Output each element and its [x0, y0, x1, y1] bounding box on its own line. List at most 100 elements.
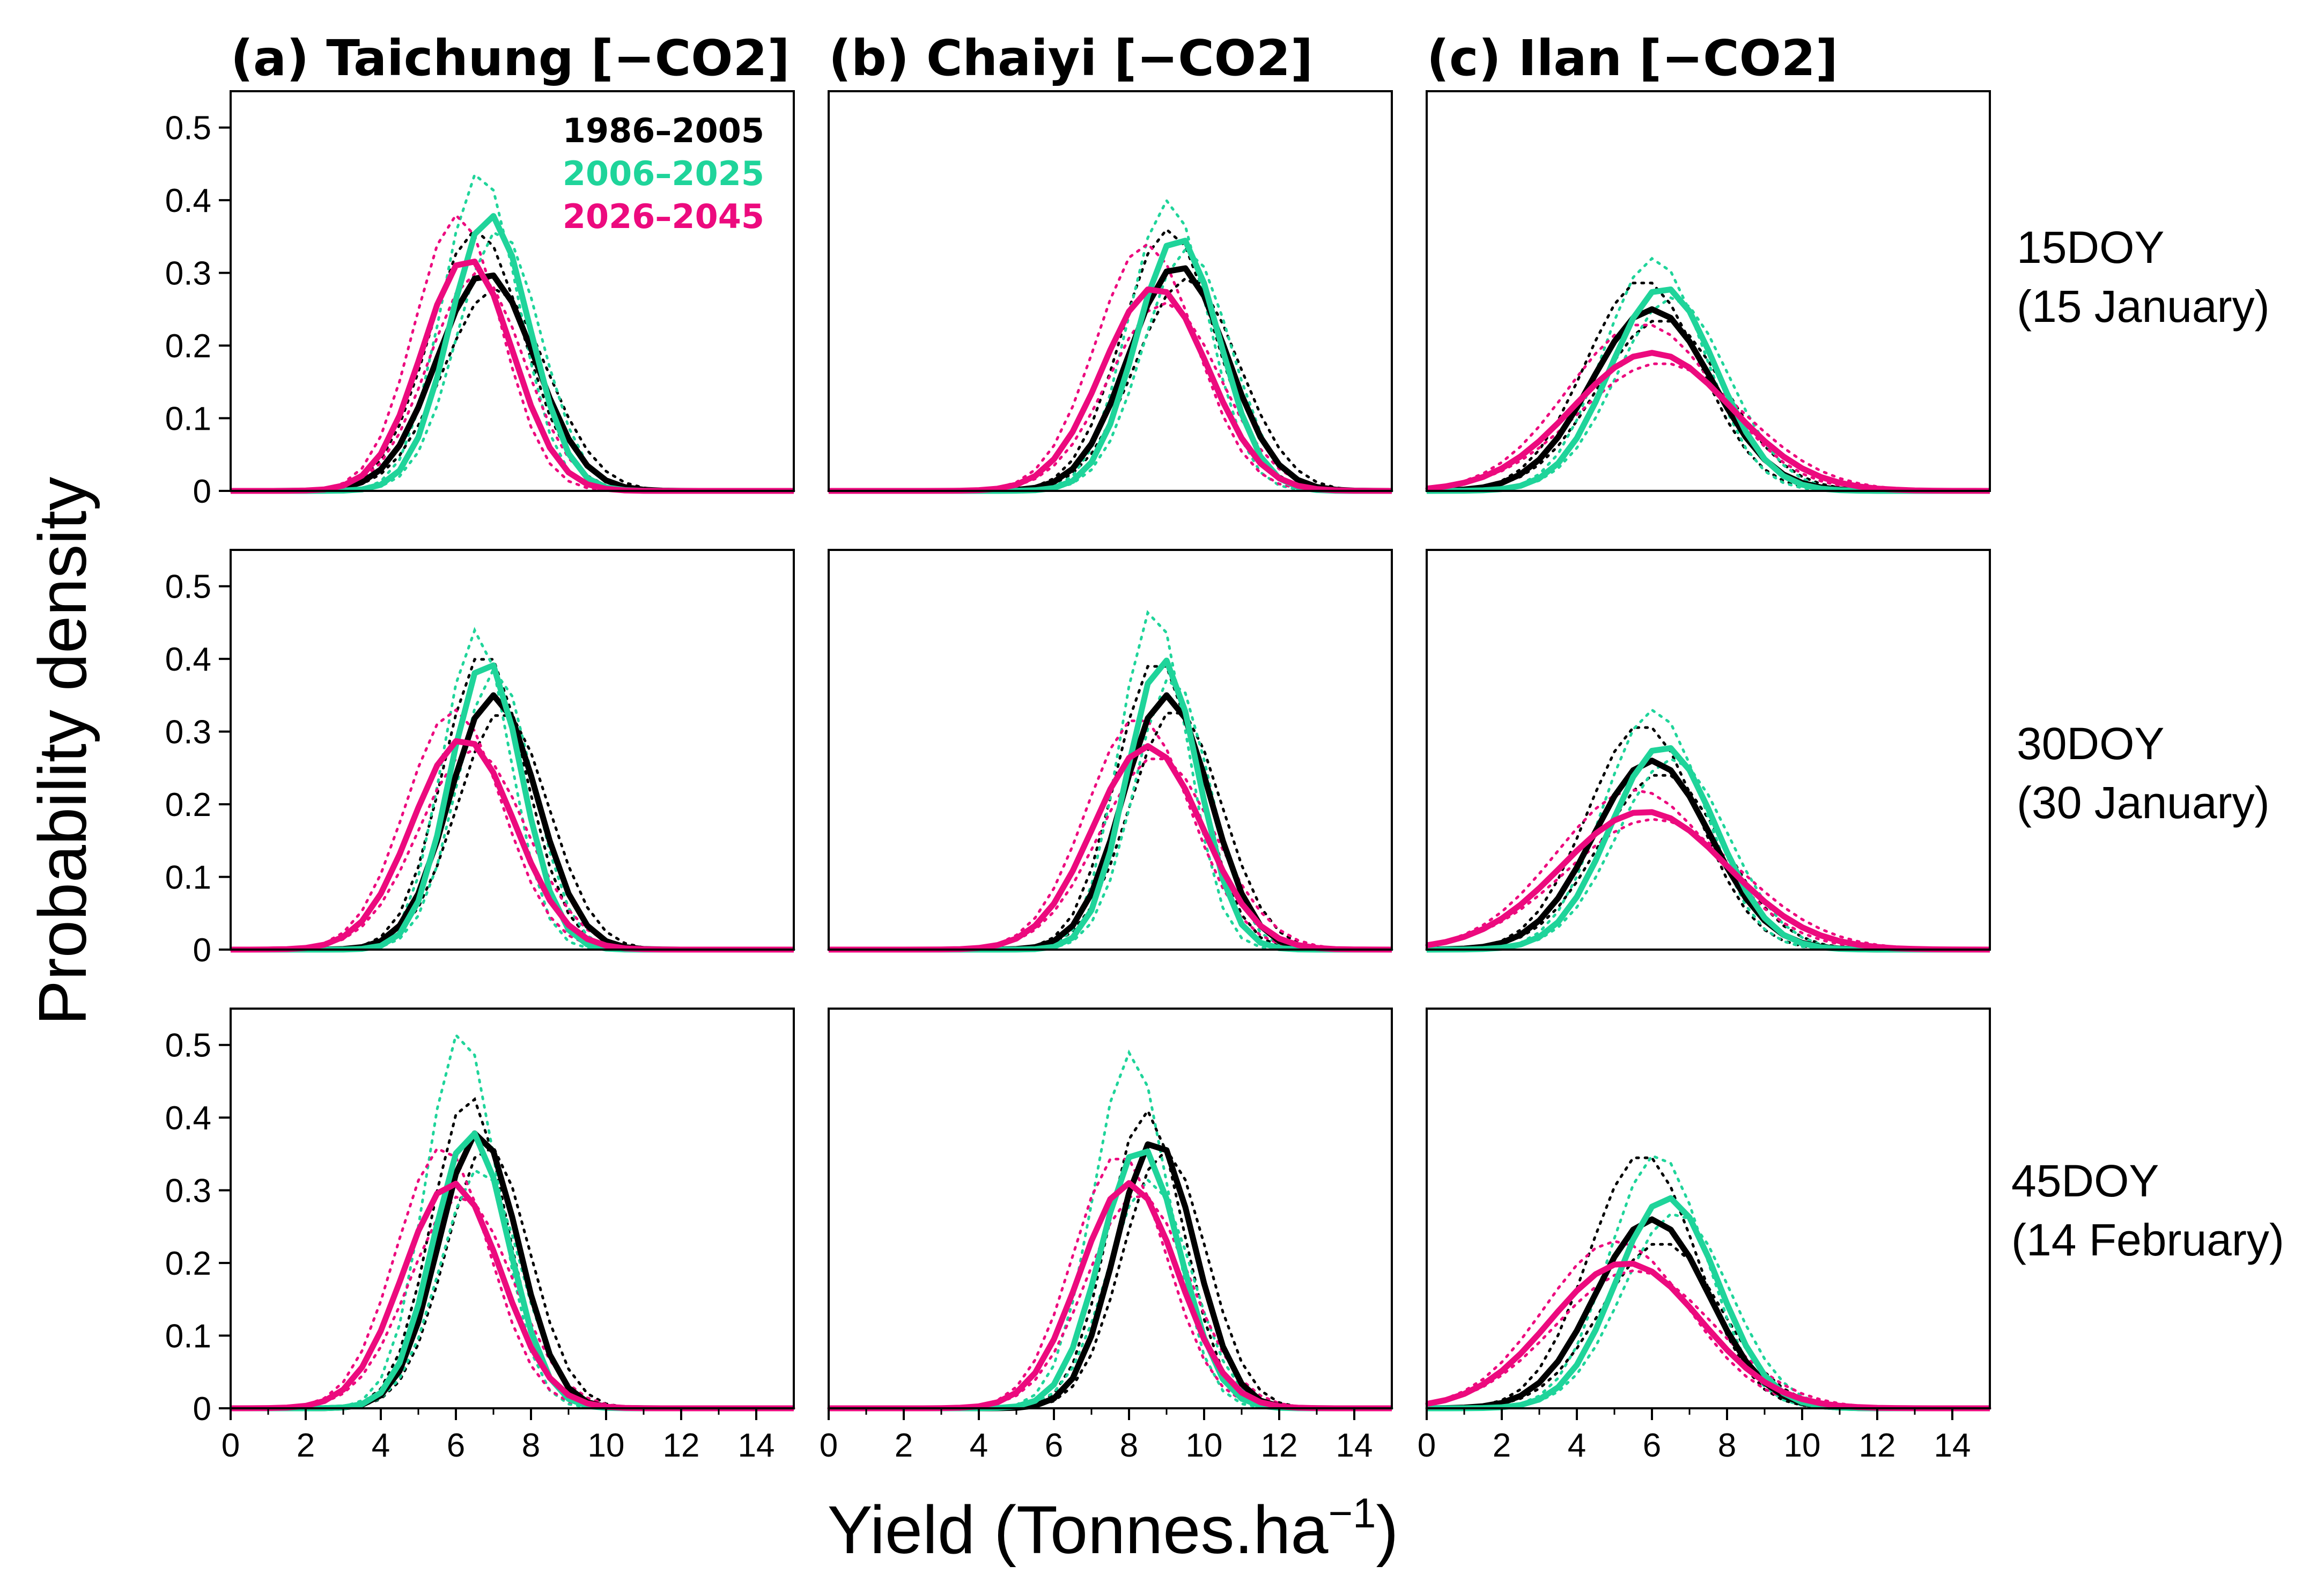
x-tick-label: 4: [970, 1427, 988, 1464]
column-title-taichung: (a) Taichung [−CO2]: [231, 30, 790, 87]
y-tick-label: 0: [193, 473, 211, 510]
row-label-30doy-date: (30 January): [2017, 777, 2270, 828]
x-tick-label: 10: [588, 1427, 625, 1464]
legend-entry-2026-2045: 2026–2045: [563, 197, 764, 236]
panel-frame: [828, 1008, 1393, 1409]
series-line-2026-2045: [1426, 809, 1990, 953]
band-line-2006-2025-upper: [827, 609, 1393, 951]
band-line-1986-2005-upper: [827, 665, 1393, 951]
x-axis-label: Yield (Tonnes.ha−1): [828, 1489, 1399, 1568]
series-line-1986-2005: [829, 692, 1392, 953]
x-tick-label: 8: [522, 1427, 540, 1464]
series-line-1986-2005: [1426, 1216, 1990, 1412]
band-line-2006-2025-lower: [1425, 1212, 1991, 1410]
band-line-1986-2005-upper: [827, 227, 1393, 493]
x-axis-label-superscript: −1: [1329, 1489, 1376, 1537]
series-line-1986-2005: [231, 1130, 794, 1412]
panel-r1-c0: 0 0.1 0.2 0.3 0.4 0.5: [165, 549, 795, 969]
series-line-2026-2045: [1426, 350, 1990, 494]
series-line-2006-2025: [829, 657, 1392, 953]
y-tick-label: 0.3: [165, 714, 211, 751]
x-tick-label: 6: [447, 1427, 465, 1464]
panel-frame: [230, 549, 795, 951]
x-tick-label: 14: [738, 1427, 775, 1464]
series-line-2006-2025: [231, 1130, 794, 1412]
panel-r2-c2: 0 2 4 6 8 10 12 14: [1418, 1008, 1991, 1464]
x-tick-label: 0: [820, 1427, 838, 1464]
panel-frame: [828, 90, 1393, 492]
x-tick-label: 6: [1643, 1427, 1661, 1464]
series-line-2006-2025: [231, 662, 794, 953]
band-line-1986-2005-lower: [229, 286, 795, 493]
panel-r0-c2: [1425, 90, 1991, 494]
x-tick-label: 4: [372, 1427, 390, 1464]
band-line-1986-2005-lower: [1425, 774, 1991, 951]
x-tick-label: 14: [1934, 1427, 1971, 1464]
x-tick-label: 0: [1418, 1427, 1436, 1464]
panel-frame: [230, 1008, 795, 1409]
panel-frame: [230, 90, 795, 492]
series-line-2026-2045: [231, 738, 794, 953]
series-line-1986-2005: [1426, 758, 1990, 953]
y-tick-label: 0: [193, 932, 211, 969]
y-tick-label: 0.4: [165, 182, 211, 219]
band-line-2006-2025-upper: [1425, 1154, 1991, 1410]
y-tick-label: 0.2: [165, 1245, 211, 1282]
y-tick-label: 0.1: [165, 1318, 211, 1355]
y-tick-label: 0.2: [165, 328, 211, 365]
x-tick-label: 10: [1784, 1427, 1821, 1464]
panel-frame: [1426, 90, 1991, 492]
x-axis-label-close: ): [1376, 1492, 1398, 1568]
y-tick-label: 0.2: [165, 786, 211, 824]
y-tick-label: 0.4: [165, 1100, 211, 1137]
band-line-1986-2005-upper: [1425, 726, 1991, 951]
x-tick-label: 8: [1120, 1427, 1138, 1464]
band-line-1986-2005-upper: [229, 227, 795, 493]
y-tick-label: 0.1: [165, 401, 211, 438]
series-line-2026-2045: [829, 286, 1392, 494]
y-tick-label: 0.5: [165, 1027, 211, 1064]
x-tick-label: 12: [1859, 1427, 1896, 1464]
panels-layer: 00.10.20.30.40.500.10.20.30.40.500.10.20…: [165, 90, 1991, 1464]
column-title-chaiyi: (b) Chaiyi [−CO2]: [829, 30, 1313, 87]
band-line-2006-2025-upper: [827, 1049, 1393, 1410]
band-line-1986-2005-upper: [229, 658, 795, 951]
x-tick-label: 2: [1493, 1427, 1511, 1464]
panel-r2-c0: 0 0.1 0.2 0.3 0.4 0.5 0 2 4 6 8 10 12 14: [165, 1008, 795, 1464]
band-line-2006-2025-lower: [827, 678, 1393, 951]
y-tick-label: 0.4: [165, 641, 211, 678]
column-title-ilan: (c) Ilan [−CO2]: [1427, 30, 1838, 87]
x-tick-label: 0: [222, 1427, 240, 1464]
band-line-2026-2045-lower: [229, 747, 795, 951]
band-line-2026-2045-upper: [229, 708, 795, 951]
band-line-2026-2045-lower: [827, 1195, 1393, 1410]
band-line-1986-2005-upper: [1425, 1156, 1991, 1410]
band-line-2006-2025-lower: [229, 1168, 795, 1410]
series-line-2006-2025: [829, 238, 1392, 494]
x-tick-label: 8: [1718, 1427, 1736, 1464]
legend-entry-1986-2005: 1986–2005: [563, 111, 764, 150]
y-tick-label: 0.3: [165, 1173, 211, 1210]
panel-r1-c2: [1425, 549, 1991, 953]
series-line-1986-2005: [231, 272, 794, 494]
panel-frame: [828, 549, 1393, 951]
x-tick-label: 2: [895, 1427, 913, 1464]
x-tick-label: 4: [1568, 1427, 1586, 1464]
x-axis-label-main: Yield (Tonnes.ha: [828, 1492, 1329, 1568]
panel-frame: [1426, 549, 1991, 951]
x-tick-label: 6: [1045, 1427, 1063, 1464]
band-line-2006-2025-upper: [229, 627, 795, 951]
series-line-2006-2025: [1427, 1195, 1990, 1412]
band-line-2026-2045-lower: [1425, 818, 1991, 951]
x-tick-label: 14: [1336, 1427, 1373, 1464]
x-tick-label: 2: [297, 1427, 315, 1464]
panel-r0-c1: [827, 90, 1393, 494]
y-axis-label: Probability density: [25, 477, 100, 1026]
panel-r2-c1: 0 2 4 6 8 10 12 14: [820, 1008, 1393, 1464]
panel-r0-c0: 0 0.1 0.2 0.3 0.4 0.5: [165, 90, 795, 510]
band-line-2006-2025-lower: [1425, 757, 1991, 951]
band-line-1986-2005-lower: [827, 277, 1393, 493]
series-line-2006-2025: [829, 1148, 1392, 1412]
row-label-45doy: 45DOY: [2011, 1156, 2159, 1206]
row-label-15doy: 15DOY: [2017, 222, 2164, 273]
